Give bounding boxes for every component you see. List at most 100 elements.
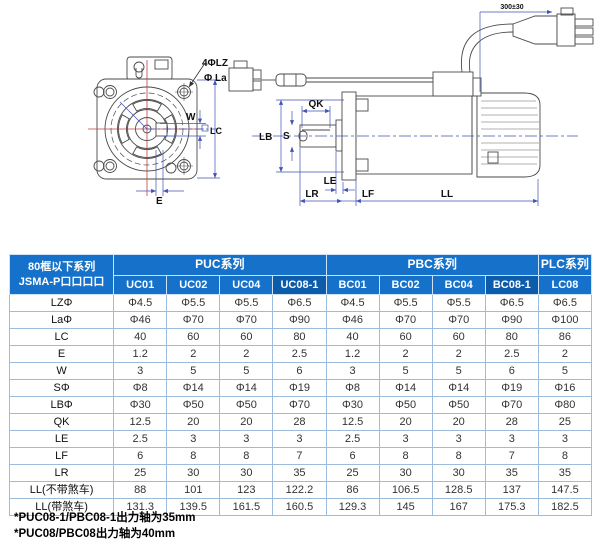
row-label: LR (8, 464, 115, 482)
model-header: UC04 (219, 275, 274, 295)
spec-value-cell: Φ8 (113, 379, 168, 397)
spec-value-cell: Φ6.5 (272, 294, 327, 312)
spec-value-cell: 35 (537, 464, 593, 482)
side-ll-label: LL (441, 189, 453, 200)
spec-value-cell: Φ90 (272, 311, 327, 329)
model-header: BC08-1 (484, 275, 539, 295)
spec-table-body: LZΦ Φ4.5 Φ5.5 Φ5.5 Φ6.5 Φ4.5 Φ5.5 Φ5.5 Φ6.5 Φ6.5 L… (8, 294, 593, 516)
spec-value-cell: 5 (537, 362, 593, 380)
spec-value-cell: Φ80 (537, 396, 593, 414)
spec-value-cell: 3 (272, 430, 327, 448)
spec-value-cell: Φ5.5 (431, 294, 486, 312)
spec-value-cell: 122.2 (272, 481, 327, 499)
spec-value-cell: Φ14 (219, 379, 274, 397)
spec-value-cell: 12.5 (113, 413, 168, 431)
front-bolt-circle-label: Φ La (204, 73, 227, 84)
spec-value-cell: Φ14 (166, 379, 221, 397)
spec-value-cell: 12.5 (325, 413, 380, 431)
footnote-1: *PUC08-1/PBC08-1出力轴为35mm (14, 512, 196, 524)
spec-value-cell: Φ19 (484, 379, 539, 397)
row-label: SΦ (8, 379, 115, 397)
spec-value-cell: 147.5 (537, 481, 593, 499)
spec-value-cell: 20 (219, 413, 274, 431)
row-label: W (8, 362, 115, 380)
spec-value-cell: 6 (272, 362, 327, 380)
front-view-dimensions (136, 79, 220, 196)
model-header: BC04 (431, 275, 486, 295)
series-title-line1: 80框以下系列 (27, 260, 96, 273)
footnotes: *PUC08-1/PBC08-1出力轴为35mm *PUC08/PBC08出力轴… (14, 510, 196, 542)
spec-value-cell: 2 (166, 345, 221, 363)
series-group-header: PUC系列 (113, 254, 327, 276)
row-label: LC (8, 328, 115, 346)
mounting-holes (93, 83, 193, 175)
front-keyway-width-label: W (186, 112, 196, 123)
spec-value-cell: Φ30 (325, 396, 380, 414)
spec-value-cell: 2 (219, 345, 274, 363)
spec-value-cell: 101 (166, 481, 221, 499)
spec-value-cell: 175.3 (484, 498, 539, 516)
footnote-2: *PUC08/PBC08出力轴为40mm (14, 528, 176, 540)
spec-value-cell: 80 (484, 328, 539, 346)
spec-value-cell: Φ90 (484, 311, 539, 329)
series-title-line2: JSMA-P口口口口 (18, 275, 105, 288)
spec-value-cell: 3 (113, 362, 168, 380)
spec-value-cell: Φ16 (537, 379, 593, 397)
side-le-label: LE (324, 176, 337, 187)
spec-value-cell: 8 (378, 447, 433, 465)
spec-value-cell: 3 (431, 430, 486, 448)
spec-value-cell: 137 (484, 481, 539, 499)
spec-value-cell: Φ14 (378, 379, 433, 397)
spec-value-cell: Φ70 (378, 311, 433, 329)
table-row: LC 40 60 60 80 40 60 60 80 86 (8, 328, 593, 346)
spec-value-cell: 2 (378, 345, 433, 363)
spec-value-cell: Φ14 (431, 379, 486, 397)
side-lf-label: LF (362, 189, 374, 200)
spec-value-cell: Φ4.5 (113, 294, 168, 312)
front-frame-label: LC (210, 126, 222, 136)
spec-value-cell: Φ4.5 (325, 294, 380, 312)
spec-value-cell: 5 (166, 362, 221, 380)
motor-side-view (228, 7, 594, 181)
spec-value-cell: Φ6.5 (484, 294, 539, 312)
spec-value-cell: 1.2 (113, 345, 168, 363)
spec-value-cell: Φ50 (378, 396, 433, 414)
spec-table-container: 80框以下系列 JSMA-P口口口口 PUC系列 PBC系列 PLC系列 UC01 U… (8, 254, 593, 516)
spec-value-cell: 2.5 (484, 345, 539, 363)
spec-value-cell: 25 (325, 464, 380, 482)
spec-value-cell: Φ8 (325, 379, 380, 397)
spec-value-cell: 160.5 (272, 498, 327, 516)
series-group-header: PBC系列 (325, 254, 539, 276)
row-label: LBΦ (8, 396, 115, 414)
row-label: LaΦ (8, 311, 115, 329)
row-label: LZΦ (8, 294, 115, 312)
spec-value-cell: 8 (166, 447, 221, 465)
table-row: LZΦ Φ4.5 Φ5.5 Φ5.5 Φ6.5 Φ4.5 Φ5.5 Φ5.5 Φ6.5 Φ6.5 (8, 294, 593, 312)
table-row: LE 2.5 3 3 3 2.5 3 3 3 3 (8, 430, 593, 448)
spec-value-cell: 2.5 (272, 345, 327, 363)
spec-value-cell: 86 (537, 328, 593, 346)
spec-value-cell: 8 (431, 447, 486, 465)
spec-value-cell: 60 (166, 328, 221, 346)
spec-value-cell: 7 (484, 447, 539, 465)
spec-value-cell: 20 (378, 413, 433, 431)
spec-value-cell: 2.5 (325, 430, 380, 448)
spec-value-cell: Φ5.5 (219, 294, 274, 312)
spec-value-cell: Φ50 (166, 396, 221, 414)
model-header: LC08 (537, 275, 593, 295)
spec-value-cell: Φ70 (219, 311, 274, 329)
spec-value-cell: 6 (113, 447, 168, 465)
spec-value-cell: 20 (166, 413, 221, 431)
spec-value-cell: Φ100 (537, 311, 593, 329)
spec-value-cell: 60 (431, 328, 486, 346)
row-label: LE (8, 430, 115, 448)
spec-value-cell: 129.3 (325, 498, 380, 516)
spec-value-cell: 3 (219, 430, 274, 448)
spec-value-cell: 106.5 (378, 481, 433, 499)
table-row: LL(不带煞车) 88 101 123 122.2 86 106.5 128.5 137 147.… (8, 481, 593, 499)
spec-value-cell: 7 (272, 447, 327, 465)
spec-value-cell: Φ70 (431, 311, 486, 329)
row-label: QK (8, 413, 115, 431)
spec-value-cell: 28 (272, 413, 327, 431)
